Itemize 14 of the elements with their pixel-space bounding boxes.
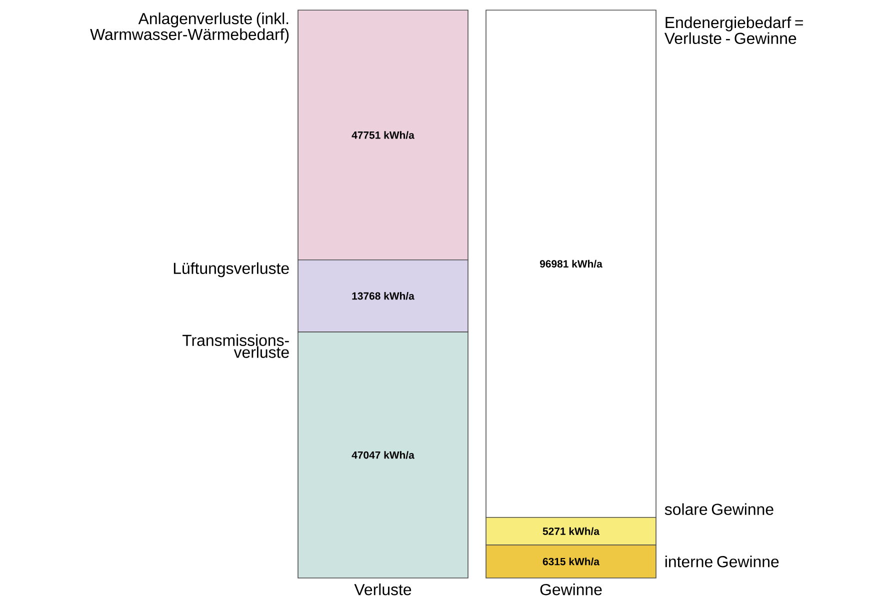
data-label: 47047 kWh/a: [352, 451, 414, 459]
x-tick-label: Gewinne: [540, 584, 602, 596]
series-label: Endenergiebedarf = Verluste - Gewinne: [664, 16, 803, 44]
x-tick-label: Verluste: [354, 584, 412, 596]
data-label: 96981 kWh/a: [540, 260, 602, 268]
series-label: Anlagenverluste (inkl. Warmwasser-Wärmebedarf): [90, 12, 289, 44]
series-label: Lüftungsverluste: [174, 262, 289, 278]
series-label: interne Gewinne: [665, 556, 779, 568]
data-label: 13768 kWh/a: [352, 292, 414, 300]
series-label: solare Gewinne: [664, 503, 774, 515]
data-label: 47751 kWh/a: [352, 131, 414, 139]
series-label: Transmissions-verluste: [182, 334, 289, 358]
data-label: 5271 kWh/a: [542, 527, 600, 536]
data-label: 6315 kWh/a: [542, 558, 600, 566]
